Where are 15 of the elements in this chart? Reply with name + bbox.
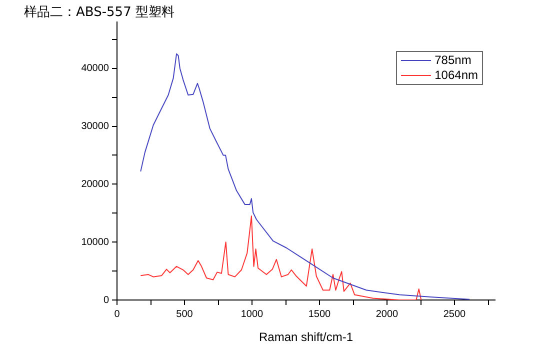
y-tick-label: 0 (103, 294, 110, 306)
y-tick-label: 20000 (81, 178, 110, 190)
x-axis-title: Raman shift/cm-1 (258, 330, 354, 344)
y-tick-label: 10000 (81, 236, 110, 248)
x-tick-label: 1500 (308, 308, 332, 320)
x-tick-label: 0 (114, 308, 120, 320)
x-tick-label: 500 (176, 308, 194, 320)
x-tick-label: 1000 (240, 308, 264, 320)
y-tick-label: 40000 (81, 63, 110, 74)
chart-title: 样品二：ABS-557 型塑料 (24, 4, 174, 21)
legend-label: 785nm (434, 53, 472, 68)
y-tick-label: 30000 (81, 121, 110, 132)
x-tick-label: 2500 (443, 308, 466, 320)
legend-label: 1064nm (434, 68, 478, 83)
x-tick-label: 2000 (376, 308, 399, 320)
